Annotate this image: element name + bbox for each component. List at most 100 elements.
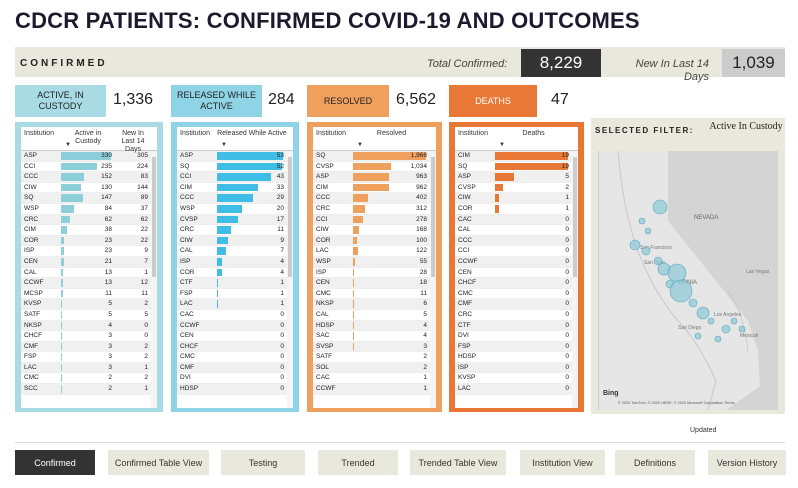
table-row[interactable]: CMF 0 <box>177 362 293 374</box>
table-row[interactable]: CAC 1 <box>313 373 436 385</box>
table-row[interactable]: CAL 0 <box>455 225 578 236</box>
table-row[interactable]: CCI 278 <box>313 214 436 226</box>
kpi-active-label[interactable]: ACTIVE, IN CUSTODY <box>15 85 106 117</box>
table-row[interactable]: SQ 147 89 <box>21 193 157 204</box>
column-header-institution[interactable]: Institution <box>24 130 54 137</box>
table-row[interactable]: CAC 0 <box>177 310 293 321</box>
map-bubble[interactable] <box>641 246 651 256</box>
table-row[interactable]: CAL 7 <box>177 246 293 257</box>
table-row[interactable]: CIW 130 144 <box>21 183 157 194</box>
table-row[interactable]: NKSP 6 <box>313 299 436 310</box>
sort-desc-icon[interactable]: ▼ <box>221 142 227 148</box>
table-row[interactable]: CEN 0 <box>177 331 293 342</box>
map-bubble[interactable] <box>696 306 710 320</box>
column-header-institution[interactable]: Institution <box>316 130 346 137</box>
table-row[interactable]: FSP 1 <box>177 289 293 300</box>
table-row[interactable]: CMC 2 2 <box>21 373 157 385</box>
table-row[interactable]: CVSP 17 <box>177 214 293 226</box>
table-row[interactable]: ISP 23 9 <box>21 246 157 257</box>
table-row[interactable]: CMF 0 <box>455 299 578 310</box>
table-row[interactable]: CHCF 0 <box>455 278 578 289</box>
column-header-active[interactable]: Active in Custody <box>74 130 102 145</box>
table-row[interactable]: CMC 11 <box>313 289 436 300</box>
map-bubble[interactable] <box>714 335 722 343</box>
table-row[interactable]: CVSP 1,034 <box>313 162 436 173</box>
map-bubble[interactable] <box>644 227 652 235</box>
table-row[interactable]: CAL 13 1 <box>21 268 157 279</box>
map-bubble[interactable] <box>667 263 687 283</box>
table-row[interactable]: SQ 1,968 <box>313 151 436 162</box>
table-row[interactable]: FSP 0 <box>455 341 578 353</box>
table-row[interactable]: CEN 0 <box>455 268 578 279</box>
table-row[interactable]: CMF 3 2 <box>21 341 157 353</box>
table-row[interactable]: DVI 0 <box>455 331 578 342</box>
nav-institution-view[interactable]: Institution View <box>520 450 605 475</box>
table-row[interactable]: COR 100 <box>313 235 436 247</box>
table-row[interactable]: SVSP 3 <box>313 341 436 353</box>
table-row[interactable]: CCWF 1 <box>313 384 436 395</box>
table-row[interactable]: CCWF 13 12 <box>21 278 157 289</box>
table-row[interactable]: COR 23 22 <box>21 235 157 247</box>
table-row[interactable]: LAC 0 <box>455 384 578 395</box>
table-row[interactable]: COR 4 <box>177 268 293 279</box>
kpi-deaths-label[interactable]: DEATHS <box>449 85 537 117</box>
map-attribution[interactable]: © 2020 TomTom, © 2020 HERE, © 2020 Micro… <box>618 401 735 405</box>
table-row[interactable]: HDSP 0 <box>177 384 293 395</box>
table-row[interactable]: CCI 235 224 <box>21 162 157 173</box>
table-row[interactable]: CIM 19 <box>455 151 578 162</box>
nav-trended[interactable]: Trended <box>318 450 398 475</box>
map-bubble[interactable] <box>738 325 746 333</box>
table-row[interactable]: CEN 18 <box>313 278 436 289</box>
table-row[interactable]: CIM 38 22 <box>21 225 157 236</box>
kpi-released-label[interactable]: RELEASED WHILE ACTIVE <box>171 85 262 117</box>
table-row[interactable]: HDSP 4 <box>313 320 436 332</box>
table-row[interactable]: CIW 168 <box>313 225 436 236</box>
table-row[interactable]: CCC 152 83 <box>21 172 157 183</box>
table-row[interactable]: MCSP 11 11 <box>21 289 157 300</box>
table-row[interactable]: CIM 962 <box>313 183 436 194</box>
table-row[interactable]: DVI 0 <box>177 373 293 385</box>
nav-definitions[interactable]: Definitions <box>615 450 695 475</box>
table-row[interactable]: SAC 4 <box>313 331 436 342</box>
column-header-released[interactable]: Released While Active <box>217 130 287 137</box>
table-row[interactable]: CMC 0 <box>177 352 293 363</box>
table-row[interactable]: CEN 21 7 <box>21 256 157 268</box>
sort-desc-icon[interactable]: ▼ <box>65 142 71 148</box>
table-row[interactable]: CCC 29 <box>177 193 293 204</box>
map-bubble[interactable] <box>707 317 715 325</box>
map-bubble[interactable] <box>669 279 693 303</box>
table-row[interactable]: LAC 3 1 <box>21 362 157 374</box>
table-row[interactable]: SQ 52 <box>177 162 293 173</box>
map-bubble[interactable] <box>730 317 738 325</box>
table-row[interactable]: CHCF 3 0 <box>21 331 157 342</box>
map-bubble[interactable] <box>688 298 698 308</box>
table-row[interactable]: CIW 9 <box>177 235 293 247</box>
table-row[interactable]: KVSP 0 <box>455 373 578 385</box>
resolved-table-scrollbar[interactable] <box>430 151 436 408</box>
table-row[interactable]: KVSP 5 2 <box>21 299 157 310</box>
table-row[interactable]: WSP 55 <box>313 256 436 268</box>
table-row[interactable]: SQ 19 <box>455 162 578 173</box>
nav-trended-table-view[interactable]: Trended Table View <box>410 450 506 475</box>
table-row[interactable]: NKSP 4 0 <box>21 320 157 332</box>
active-table-scrollbar[interactable] <box>151 151 157 408</box>
sort-desc-icon[interactable]: ▼ <box>499 142 505 148</box>
table-row[interactable]: HDSP 0 <box>455 352 578 363</box>
column-header-resolved[interactable]: Resolved <box>376 130 407 137</box>
table-row[interactable]: ASP 5 <box>455 172 578 183</box>
table-row[interactable]: COR 1 <box>455 204 578 215</box>
table-row[interactable]: CIM 33 <box>177 183 293 194</box>
nav-confirmed-table-view[interactable]: Confirmed Table View <box>108 450 209 475</box>
deaths-table-scrollbar[interactable] <box>572 151 578 408</box>
california-map[interactable]: NEVADA San Francisco San Jose ORNIA Las … <box>598 151 778 410</box>
table-row[interactable]: CCC 0 <box>455 235 578 247</box>
table-row[interactable]: SATF 2 <box>313 352 436 363</box>
table-row[interactable]: ASP 53 <box>177 151 293 162</box>
column-header-deaths[interactable]: Deaths <box>522 130 545 137</box>
table-row[interactable]: SOL 2 <box>313 362 436 374</box>
table-row[interactable]: ISP 4 <box>177 256 293 268</box>
nav-testing[interactable]: Testing <box>221 450 305 475</box>
table-row[interactable]: CRC 11 <box>177 225 293 236</box>
column-header-new-14-days[interactable]: New In Last 14 Days <box>121 130 145 153</box>
nav-confirmed[interactable]: Confirmed <box>15 450 95 475</box>
